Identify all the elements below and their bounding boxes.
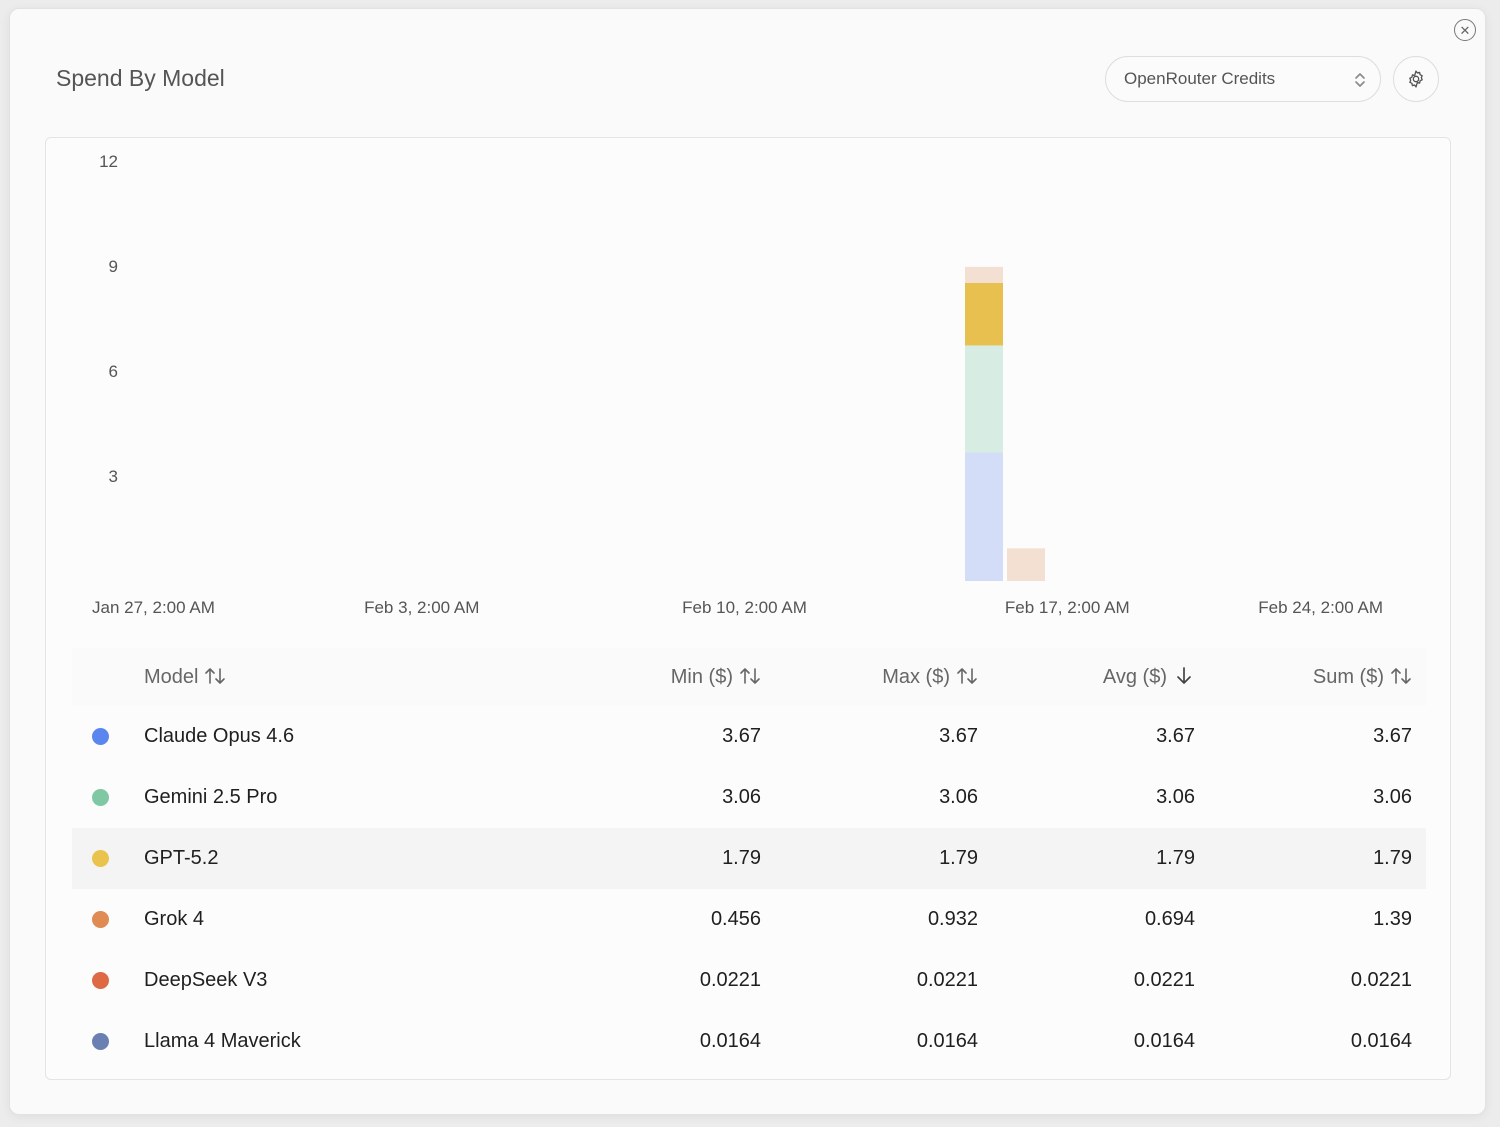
- spend-by-model-dialog: ✕ Spend By Model OpenRouter Credits 3 6 9 1…: [9, 8, 1486, 1115]
- column-label: Model: [144, 665, 199, 688]
- sum-value: 3.06: [1373, 786, 1412, 808]
- spend-chart: 3 6 9 12 Jan 27, 2:00 AM Feb 3, 2:00 AM Feb 10…: [92, 152, 1383, 617]
- column-label: Sum ($): [1312, 665, 1384, 688]
- table-row[interactable]: Gemini 2.5 Pro 3.06 3.06 3.06 3.06: [72, 767, 1426, 828]
- y-tick-label: 12: [99, 152, 118, 171]
- sort-arrows-icon[interactable]: [204, 666, 226, 686]
- chart-bar-segment: [965, 266, 1003, 283]
- min-value: 3.06: [722, 786, 761, 808]
- x-tick-label: Jan 27, 2:00 AM: [92, 598, 215, 617]
- series-color-cell: [72, 950, 144, 1011]
- spend-table: Model Min ($) Max ($) Avg ($) Sum ($): [72, 648, 1426, 1072]
- credit-source-value: OpenRouter Credits: [1124, 69, 1276, 88]
- table-row[interactable]: Llama 4 Maverick 0.0164 0.0164 0.0164 0.…: [72, 1011, 1426, 1072]
- column-header-model[interactable]: Model: [144, 648, 547, 706]
- min-value: 0.0164: [699, 1030, 761, 1052]
- sum-value: 1.79: [1209, 828, 1426, 889]
- x-tick-label: Feb 3, 2:00 AM: [364, 598, 479, 617]
- close-icon[interactable]: ✕: [1454, 19, 1476, 41]
- series-color-cell: [72, 828, 144, 889]
- min-value: 0.456: [710, 908, 761, 930]
- table-row[interactable]: Claude Opus 4.6 3.67 3.67 3.67 3.67: [72, 706, 1426, 767]
- series-color-dot: [92, 728, 109, 746]
- gear-icon: [1409, 70, 1423, 88]
- model-name: Grok 4: [144, 908, 205, 930]
- color-column-header: [72, 648, 144, 706]
- min-value: 0.0221: [699, 969, 761, 991]
- model-name: GPT-5.2: [144, 828, 547, 889]
- table-header-row: Model Min ($) Max ($) Avg ($) Sum ($): [72, 648, 1426, 706]
- arrow-down-icon[interactable]: [1173, 666, 1195, 686]
- model-name: DeepSeek V3: [144, 969, 268, 991]
- min-value: 1.79: [547, 828, 775, 889]
- page-title: Spend By Model: [56, 65, 225, 91]
- column-header-avg[interactable]: Avg ($): [992, 648, 1209, 706]
- column-header-max[interactable]: Max ($): [775, 648, 992, 706]
- y-tick-label: 6: [109, 362, 118, 381]
- sum-value: 0.0164: [1350, 1030, 1412, 1052]
- chart-bar-segment: [965, 452, 1003, 581]
- sort-arrows-icon[interactable]: [739, 666, 761, 686]
- chart-bar-segment: [965, 282, 1003, 346]
- max-value: 0.0164: [916, 1030, 978, 1052]
- avg-value: 1.79: [992, 828, 1209, 889]
- min-value: 3.67: [722, 725, 761, 747]
- chart-card: 3 6 9 12 Jan 27, 2:00 AM Feb 3, 2:00 AM Feb 10…: [45, 137, 1451, 1080]
- avg-value: 0.0221: [1133, 969, 1195, 991]
- x-tick-label: Feb 10, 2:00 AM: [682, 598, 807, 617]
- series-color-cell: [72, 767, 144, 828]
- column-header-sum[interactable]: Sum ($): [1209, 648, 1426, 706]
- table-row[interactable]: Grok 4 0.456 0.932 0.694 1.39: [72, 889, 1426, 950]
- avg-value: 0.694: [1144, 908, 1195, 930]
- settings-button[interactable]: [1393, 56, 1439, 102]
- max-value: 0.932: [927, 908, 978, 930]
- sort-arrows-icon[interactable]: [1390, 666, 1412, 686]
- table-row[interactable]: DeepSeek V3 0.0221 0.0221 0.0221 0.0221: [72, 950, 1426, 1011]
- credit-source-select[interactable]: OpenRouter Credits: [1105, 56, 1381, 102]
- sum-value: 3.67: [1373, 725, 1412, 747]
- x-tick-label: Feb 24, 2:00 AM: [1258, 598, 1383, 617]
- series-color-dot: [92, 911, 109, 929]
- y-tick-label: 3: [109, 467, 118, 486]
- avg-value: 3.67: [1156, 725, 1195, 747]
- x-tick-label: Feb 17, 2:00 AM: [1005, 598, 1130, 617]
- sum-value: 0.0221: [1350, 969, 1412, 991]
- y-tick-label: 9: [109, 257, 118, 276]
- chart-bar-segment: [965, 345, 1003, 453]
- column-label: Max ($): [882, 665, 950, 688]
- column-label: Min ($): [670, 665, 733, 688]
- chevron-updown-icon: [1355, 73, 1365, 87]
- sort-arrows-icon[interactable]: [956, 666, 978, 686]
- series-color-cell: [72, 706, 144, 767]
- max-value: 1.79: [775, 828, 992, 889]
- table-row[interactable]: GPT-5.2 1.79 1.79 1.79 1.79: [72, 828, 1426, 889]
- chart-bar-segment: [1007, 548, 1045, 581]
- series-color-cell: [72, 1011, 144, 1072]
- series-color-cell: [72, 889, 144, 950]
- series-color-dot: [92, 1033, 109, 1051]
- max-value: 0.0221: [916, 969, 978, 991]
- max-value: 3.67: [939, 725, 978, 747]
- series-color-dot: [92, 850, 109, 868]
- sum-value: 1.39: [1373, 908, 1412, 930]
- column-label: Avg ($): [1102, 665, 1167, 688]
- avg-value: 3.06: [1156, 786, 1195, 808]
- series-color-dot: [92, 789, 109, 807]
- column-header-min[interactable]: Min ($): [547, 648, 775, 706]
- model-name: Gemini 2.5 Pro: [144, 786, 278, 808]
- series-color-dot: [92, 972, 109, 990]
- avg-value: 0.0164: [1133, 1030, 1195, 1052]
- max-value: 3.06: [939, 786, 978, 808]
- model-name: Claude Opus 4.6: [144, 725, 295, 747]
- model-name: Llama 4 Maverick: [144, 1030, 301, 1052]
